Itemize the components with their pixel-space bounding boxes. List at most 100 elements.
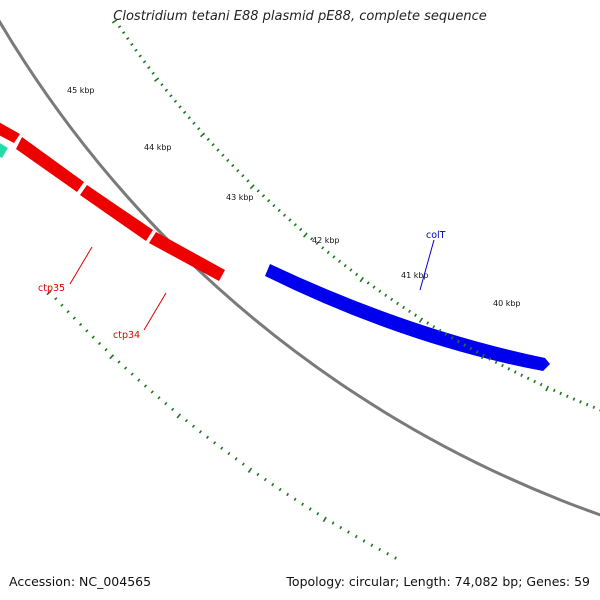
minor-tick — [117, 25, 122, 29]
minor-tick — [226, 158, 230, 162]
major-tick — [247, 467, 253, 473]
minor-tick — [585, 402, 589, 407]
minor-tick — [337, 259, 342, 263]
minor-tick — [123, 366, 128, 370]
minor-tick — [372, 285, 376, 289]
minor-tick — [282, 213, 287, 217]
minor-tick — [147, 66, 151, 70]
minor-tick — [308, 507, 312, 511]
minor-tick — [66, 310, 70, 314]
minor-tick — [216, 148, 220, 152]
minor-tick — [173, 99, 178, 103]
minor-tick — [559, 391, 563, 396]
minor-tick — [234, 457, 238, 461]
gene-block-red-3 — [80, 185, 153, 241]
minor-tick — [272, 203, 276, 208]
minor-tick — [354, 534, 358, 539]
major-tick — [480, 353, 485, 360]
outer-tick-ring — [111, 19, 600, 412]
minor-tick — [164, 88, 169, 92]
minor-tick — [432, 325, 436, 329]
gene-partial-teal — [0, 143, 8, 158]
minor-tick — [378, 289, 382, 293]
ctp35-leader — [69, 246, 93, 285]
minor-tick — [457, 339, 460, 344]
gene-block-red-2 — [16, 137, 84, 192]
accession-text: Accession: NC_004565 — [9, 574, 152, 589]
gene-label-ctp34: ctp34 — [113, 330, 140, 341]
minor-tick — [271, 482, 275, 487]
minor-tick — [315, 241, 319, 246]
minor-tick — [160, 83, 164, 87]
minor-tick — [261, 194, 266, 198]
minor-tick — [104, 348, 108, 352]
minor-tick — [310, 237, 314, 241]
minor-tick — [539, 382, 543, 387]
minor-tick — [72, 316, 76, 320]
minor-tick — [332, 255, 336, 259]
minor-tick — [130, 372, 134, 376]
minor-tick — [494, 360, 498, 364]
tick-label-44kbp: 44 kbp — [144, 143, 172, 152]
minor-tick — [78, 322, 83, 327]
minor-tick — [241, 174, 245, 178]
minor-tick — [85, 329, 89, 333]
minor-tick — [444, 332, 448, 336]
minor-tick — [475, 350, 479, 354]
minor-tick — [394, 556, 397, 560]
minor-tick — [321, 246, 325, 250]
major-tick — [545, 385, 550, 392]
map-title: Clostridium tetani E88 plasmid pE88, com… — [113, 9, 487, 24]
minor-tick — [182, 110, 187, 115]
minor-tick — [231, 163, 235, 168]
tick-label-42kbp: 42 kbp — [312, 236, 340, 245]
gene-block-colT — [265, 264, 550, 371]
minor-tick — [438, 328, 442, 333]
inner-tick-ring — [46, 290, 397, 560]
minor-tick — [349, 268, 353, 272]
minor-tick — [513, 370, 517, 374]
minor-tick — [572, 397, 576, 401]
minor-tick — [277, 208, 281, 213]
minor-tick — [121, 31, 126, 35]
minor-tick — [299, 227, 303, 232]
tick-label-40kbp: 40 kbp — [493, 299, 521, 308]
minor-tick — [171, 407, 175, 412]
minor-tick — [520, 373, 524, 377]
minor-tick — [91, 335, 95, 339]
minor-tick — [533, 379, 537, 384]
minor-tick — [286, 492, 290, 497]
minor-tick — [347, 530, 350, 534]
minor-tick — [117, 360, 121, 364]
minor-tick — [288, 218, 292, 222]
minor-tick — [54, 297, 58, 301]
major-tick — [322, 516, 327, 523]
minor-tick — [362, 539, 366, 543]
minor-tick — [206, 137, 210, 141]
minor-tick — [126, 37, 130, 41]
minor-tick — [184, 418, 189, 423]
minor-tick — [187, 116, 191, 120]
major-tick — [249, 184, 255, 190]
major-tick — [154, 77, 160, 82]
minor-tick — [339, 525, 343, 530]
minor-tick — [143, 384, 148, 388]
minor-tick — [507, 367, 511, 371]
minor-tick — [343, 264, 347, 268]
gene-label-ctp35: ctp35 — [38, 283, 65, 294]
minor-tick — [60, 303, 64, 307]
minor-tick — [263, 477, 267, 482]
minor-tick — [501, 363, 504, 368]
major-tick — [109, 354, 115, 360]
minor-tick — [246, 179, 250, 183]
minor-tick — [408, 309, 412, 314]
minor-tick — [326, 250, 330, 255]
minor-tick — [355, 272, 359, 277]
minor-tick — [130, 42, 134, 46]
minor-tick — [256, 189, 260, 193]
major-tick — [176, 413, 182, 419]
major-tick — [359, 276, 364, 283]
minor-tick — [402, 305, 406, 310]
minor-tick — [378, 547, 382, 552]
topology-summary: Topology: circular; Length: 74,082 bp; G… — [286, 574, 590, 589]
